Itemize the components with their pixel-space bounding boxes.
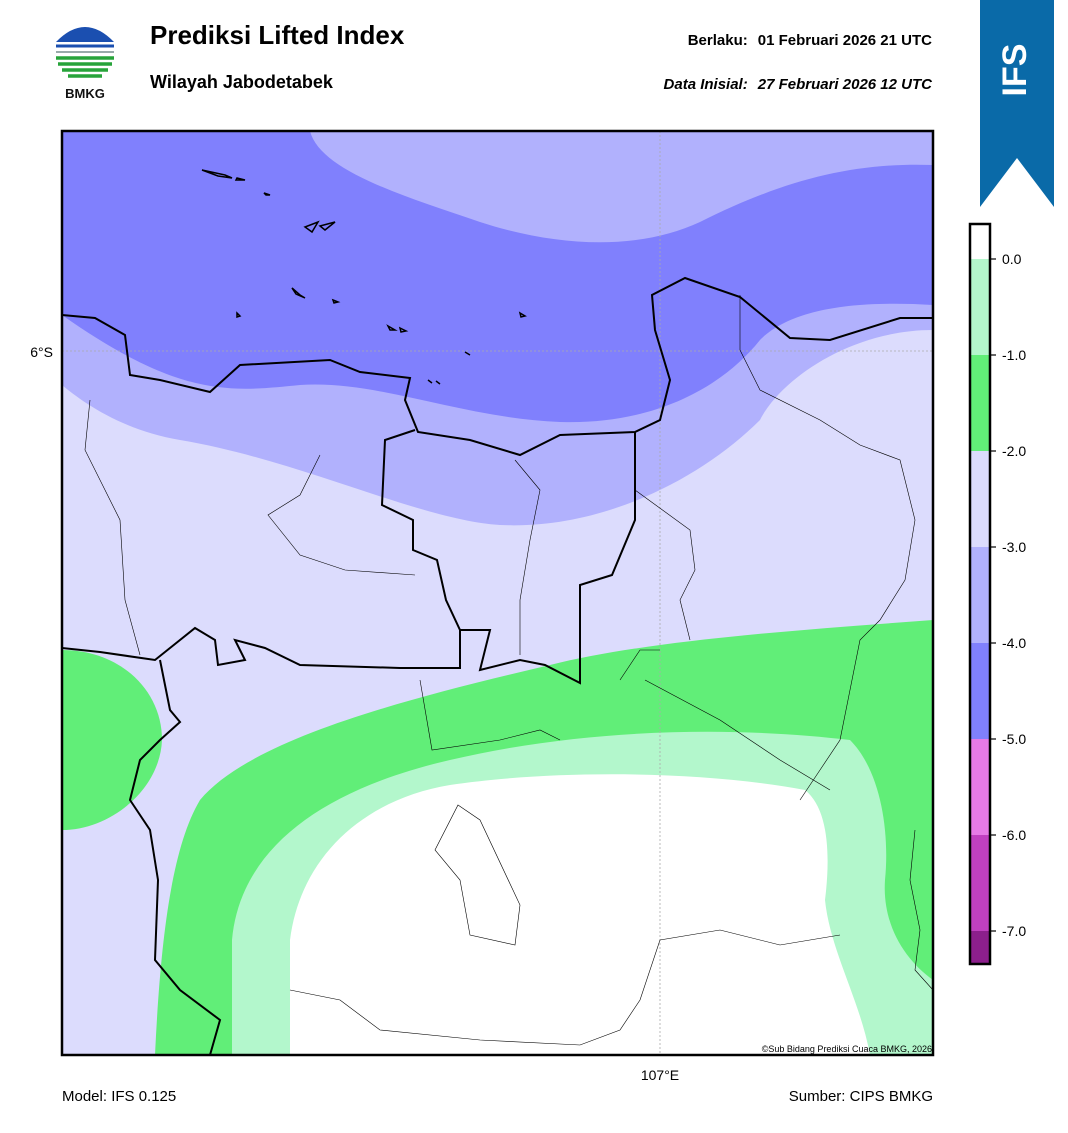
colorbar-label: -5.0 [1002, 731, 1026, 747]
colorbar-label: -3.0 [1002, 539, 1026, 555]
init-label: Data Inisial: [664, 76, 748, 93]
colorbar-segment [970, 451, 990, 547]
colorbar: 0.0 -1.0 -2.0 -3.0 -4.0 -5.0 -6.0 -7.0 [968, 222, 1026, 966]
colorbar-segment [970, 931, 990, 964]
valid-time: 01 Februari 2026 21 UTC [758, 32, 932, 49]
colorbar-segment [970, 547, 990, 643]
colorbar-segment [970, 643, 990, 739]
source-info: Sumber: CIPS BMKG [789, 1088, 933, 1105]
colorbar-label: 0.0 [1002, 251, 1022, 267]
colorbar-segment [970, 835, 990, 931]
colorbar-segment [970, 355, 990, 451]
model-info: Model: IFS 0.125 [62, 1088, 176, 1105]
init-info: Data Inisial: 27 Februari 2026 12 UTC [664, 76, 934, 93]
map-fields [62, 131, 933, 1055]
init-time: 27 Februari 2026 12 UTC [757, 76, 933, 93]
colorbar-label: -2.0 [1002, 443, 1026, 459]
lon-label: 107°E [641, 1067, 679, 1083]
logo-text: BMKG [65, 86, 105, 101]
valid-label: Berlaku: [688, 32, 748, 49]
title: Prediksi Lifted Index [150, 20, 405, 50]
credit: ©Sub Bidang Prediksi Cuaca BMKG, 2026 [762, 1044, 932, 1054]
logo: BMKG [56, 27, 114, 101]
colorbar-label: -6.0 [1002, 827, 1026, 843]
lat-label: 6°S [30, 344, 53, 360]
colorbar-segment [970, 224, 990, 259]
colorbar-label: -7.0 [1002, 923, 1026, 939]
valid-info: Berlaku: 01 Februari 2026 21 UTC [688, 32, 932, 49]
subtitle: Wilayah Jabodetabek [150, 72, 334, 92]
colorbar-label: -1.0 [1002, 347, 1026, 363]
colorbar-segment [970, 259, 990, 355]
colorbar-label: -4.0 [1002, 635, 1026, 651]
map-frame [60, 129, 935, 1057]
colorbar-frame [968, 222, 992, 966]
banner: IFS [980, 0, 1054, 207]
banner-text: IFS [996, 44, 1034, 97]
colorbar-segment [970, 739, 990, 835]
